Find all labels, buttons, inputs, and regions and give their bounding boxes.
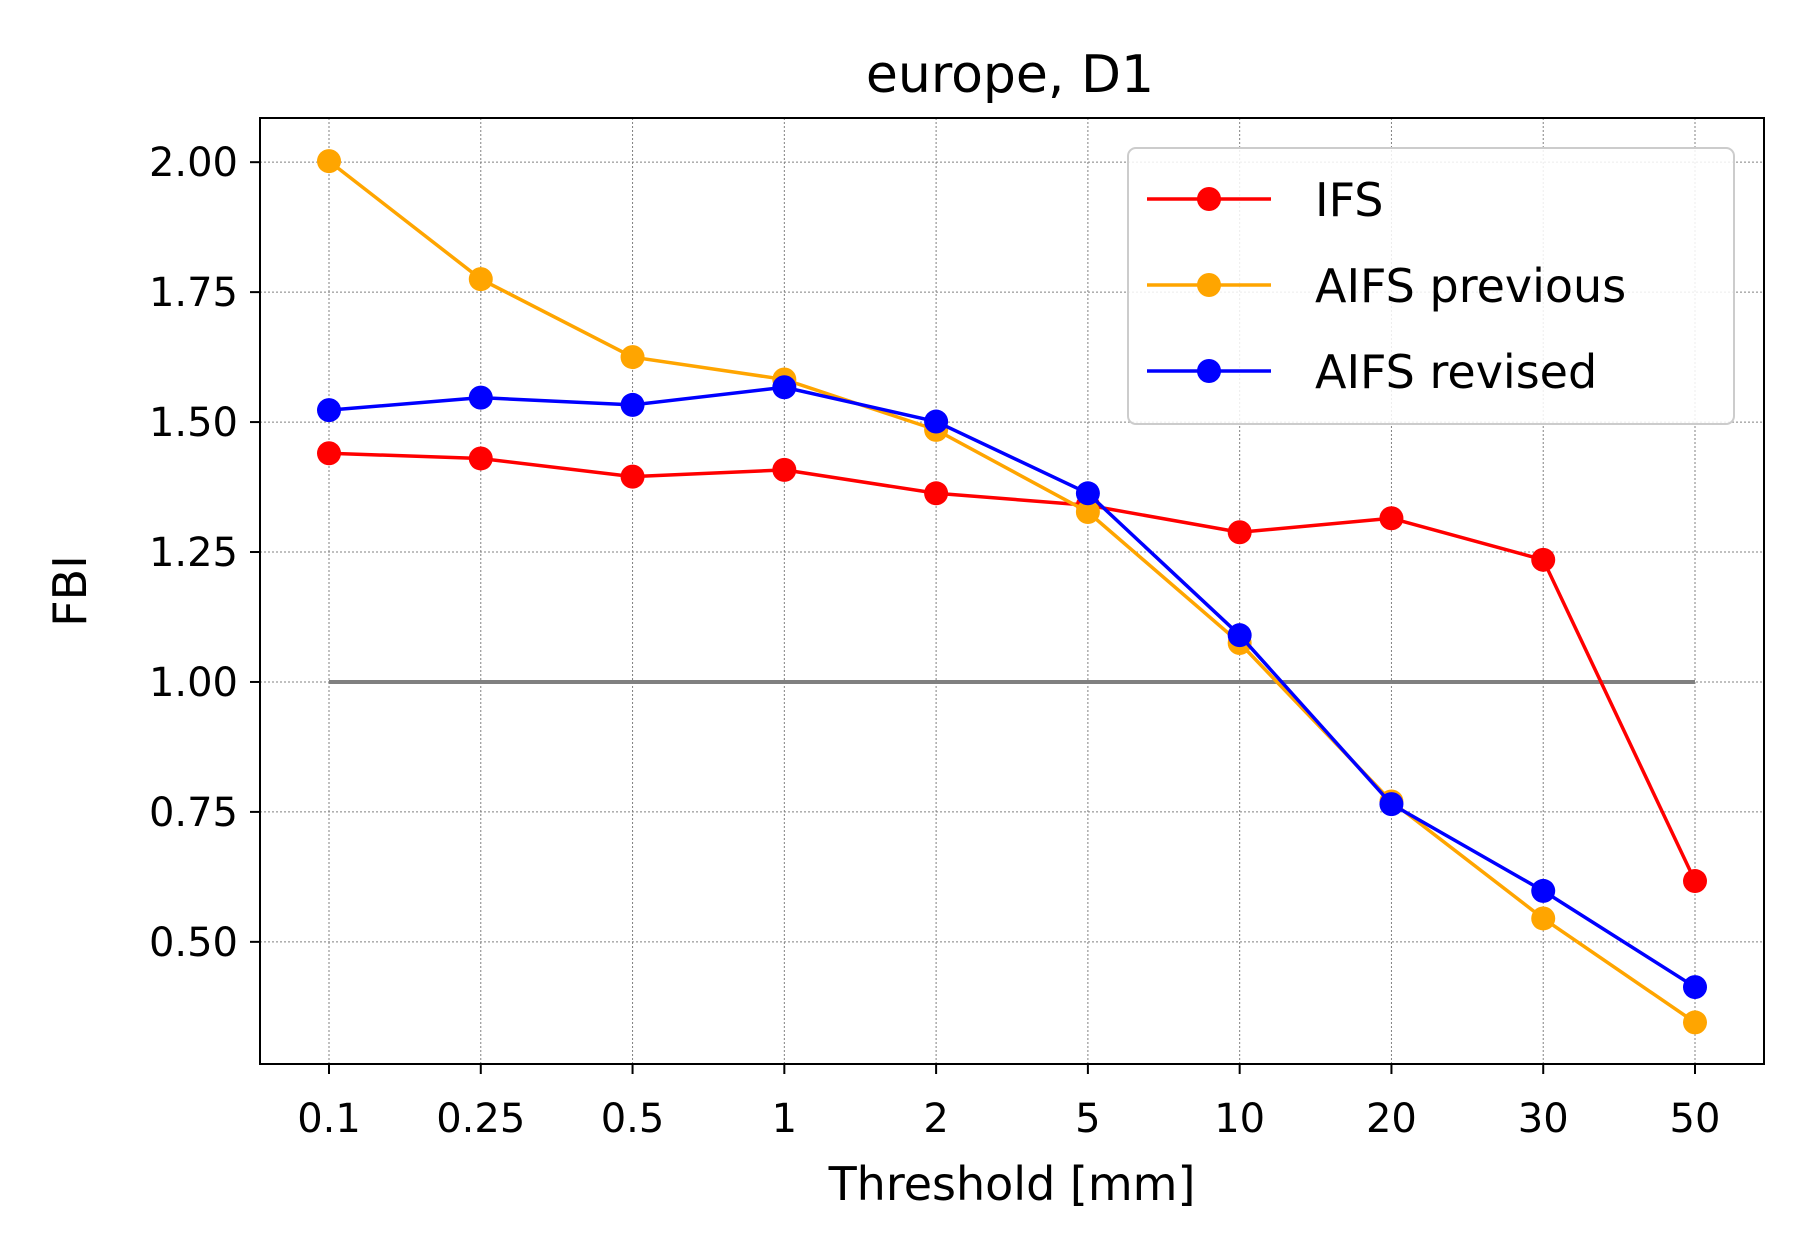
x-tick-label: 50 xyxy=(1670,1096,1721,1142)
data-point-ifs xyxy=(468,446,493,471)
legend-marker-aifs-revised xyxy=(1197,359,1221,383)
series-group xyxy=(317,149,1707,1035)
legend-label-aifs-previous: AIFS previous xyxy=(1315,259,1626,313)
legend-marker-ifs xyxy=(1197,187,1221,211)
x-tick-label: 20 xyxy=(1366,1096,1417,1142)
data-point-aifs-revised xyxy=(620,392,645,417)
series-aifs-revised xyxy=(317,375,1707,1000)
legend-marker-aifs-previous xyxy=(1197,273,1221,297)
y-tick-label: 1.25 xyxy=(149,530,238,576)
data-point-aifs-previous xyxy=(1531,906,1556,931)
data-point-ifs xyxy=(317,441,341,466)
y-tick-label: 1.50 xyxy=(149,400,238,446)
legend-label-ifs: IFS xyxy=(1315,173,1383,227)
y-axis-ticks: 0.50 0.75 1.00 1.25 1.50 1.75 2.00 xyxy=(149,140,260,966)
legend: IFS AIFS previous AIFS revised xyxy=(1127,147,1735,425)
series-line-aifs-previous xyxy=(327,159,1696,1024)
y-tick-label: 1.00 xyxy=(149,660,238,706)
data-point-aifs-previous xyxy=(620,345,645,370)
chart-title: europe, D1 xyxy=(866,45,1154,105)
data-point-aifs-revised xyxy=(1531,878,1556,903)
legend-label-aifs-revised: AIFS revised xyxy=(1315,345,1597,399)
data-point-aifs-previous xyxy=(317,149,341,174)
y-tick-label: 0.50 xyxy=(149,920,238,966)
data-point-aifs-revised xyxy=(924,409,949,434)
x-tick-label: 2 xyxy=(923,1096,948,1142)
data-point-aifs-revised xyxy=(468,385,493,410)
x-tick-label: 0.1 xyxy=(297,1096,361,1142)
y-tick-label: 1.75 xyxy=(149,270,238,316)
data-point-aifs-previous xyxy=(1683,1010,1707,1035)
data-point-aifs-previous xyxy=(1075,499,1100,524)
data-point-aifs-revised xyxy=(1227,623,1252,648)
data-point-aifs-revised xyxy=(1075,481,1100,506)
x-axis-label: Threshold [mm] xyxy=(828,1157,1196,1211)
data-point-aifs-revised xyxy=(772,375,797,400)
data-point-ifs xyxy=(924,481,949,506)
series-line-ifs xyxy=(328,451,1697,882)
x-tick-label: 5 xyxy=(1075,1096,1100,1142)
data-point-ifs xyxy=(620,464,645,489)
x-tick-label: 0.25 xyxy=(436,1096,525,1142)
plot-frame xyxy=(259,117,1765,1065)
data-point-ifs xyxy=(1683,869,1707,894)
data-point-ifs xyxy=(1531,547,1556,572)
data-point-ifs xyxy=(772,457,797,482)
x-tick-label: 1 xyxy=(772,1096,797,1142)
x-tick-label: 10 xyxy=(1214,1096,1265,1142)
data-point-aifs-revised xyxy=(1683,975,1707,1000)
data-point-aifs-previous xyxy=(468,267,493,292)
y-tick-label: 0.75 xyxy=(149,790,238,836)
x-tick-label: 0.5 xyxy=(601,1096,665,1142)
data-point-aifs-revised xyxy=(1379,792,1404,817)
x-axis-ticks: 0.1 0.25 0.5 1 2 5 10 20 30 50 xyxy=(297,1064,1720,1142)
x-tick-label: 30 xyxy=(1518,1096,1569,1142)
data-point-aifs-revised xyxy=(317,398,341,423)
data-point-ifs xyxy=(1227,520,1252,545)
data-point-ifs xyxy=(1379,506,1404,531)
y-axis-label: FBI xyxy=(43,555,97,627)
y-tick-label: 2.00 xyxy=(149,140,238,186)
series-line-aifs-revised xyxy=(328,385,1696,989)
legend-box xyxy=(1127,147,1735,425)
